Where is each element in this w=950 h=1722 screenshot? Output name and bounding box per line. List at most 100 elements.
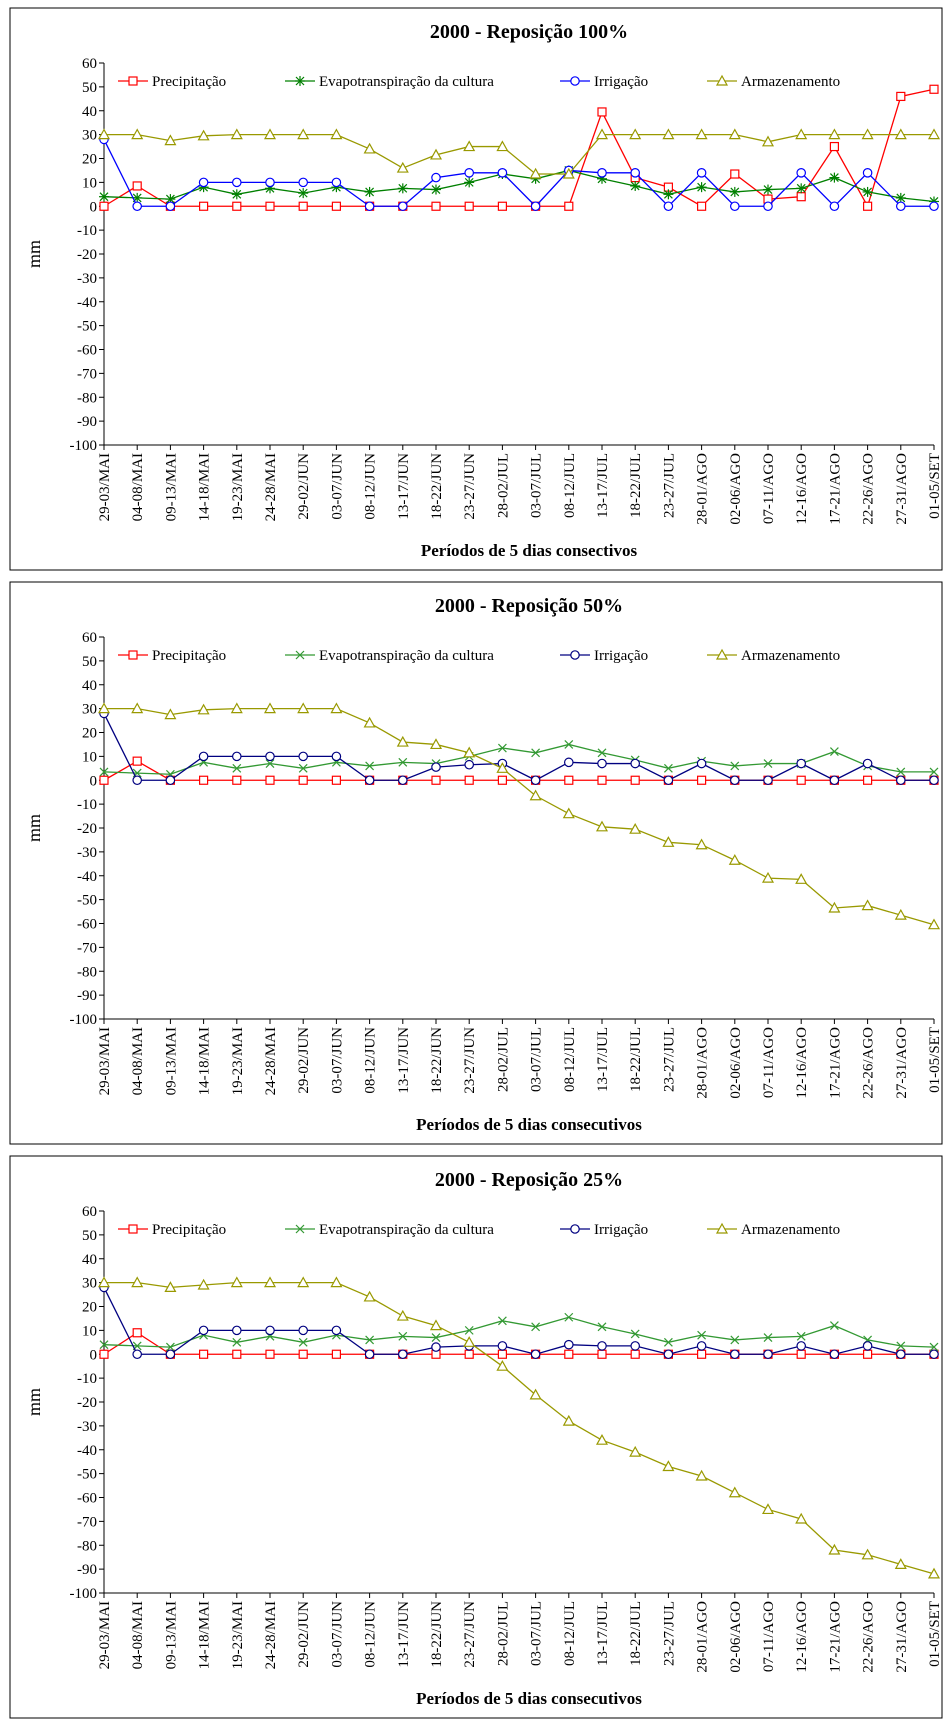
data-point <box>696 182 707 193</box>
data-point <box>199 1349 209 1359</box>
data-point <box>828 901 841 913</box>
marker-shape <box>263 702 277 714</box>
data-point <box>896 1341 906 1351</box>
marker-shape <box>929 201 939 212</box>
marker-shape <box>198 751 209 762</box>
marker-shape <box>630 1341 640 1351</box>
marker-shape <box>629 1445 642 1457</box>
marker-shape <box>829 1321 839 1331</box>
data-point <box>464 168 474 178</box>
data-point <box>298 1325 308 1336</box>
marker-shape <box>763 1333 773 1342</box>
data-point <box>662 128 675 140</box>
x-tick-label: 08-12/JUN <box>363 1027 379 1094</box>
marker-shape <box>564 201 574 211</box>
data-point <box>132 1328 142 1338</box>
data-point <box>331 1325 342 1336</box>
marker-shape <box>564 740 574 749</box>
marker-shape <box>265 775 275 785</box>
x-tick-label: 14-18/MAI <box>197 1027 213 1095</box>
data-point <box>263 702 277 714</box>
marker-shape <box>929 1349 939 1360</box>
marker-shape <box>99 201 109 211</box>
data-point <box>761 135 775 147</box>
marker-shape <box>695 838 708 850</box>
marker-shape <box>263 1276 277 1288</box>
marker-shape <box>298 201 308 211</box>
data-point <box>597 775 607 785</box>
data-point <box>829 201 840 212</box>
marker-shape <box>597 1322 607 1332</box>
data-point <box>265 759 275 768</box>
marker-shape <box>331 751 342 762</box>
marker-shape <box>896 91 906 102</box>
data-point <box>531 1322 541 1332</box>
marker-shape <box>464 759 474 770</box>
marker-shape <box>331 177 342 188</box>
data-point <box>894 1558 907 1569</box>
marker-shape <box>398 1331 408 1341</box>
x-tick-label: 03-07/JUL <box>529 453 545 518</box>
marker-shape <box>795 1512 808 1524</box>
marker-shape <box>562 167 575 179</box>
data-point <box>630 180 641 191</box>
data-point <box>564 1349 574 1359</box>
series-line <box>103 88 935 208</box>
data-point <box>497 743 507 753</box>
data-point <box>597 168 607 178</box>
series-line <box>103 169 935 203</box>
data-point <box>763 201 773 212</box>
marker-shape <box>696 168 707 178</box>
marker-shape <box>131 1276 144 1288</box>
x-tick-label: 28-02/JUL <box>495 453 511 518</box>
marker-shape <box>396 161 409 173</box>
x-tick-label: 23-27/JUL <box>661 453 677 518</box>
data-point <box>796 1331 806 1341</box>
data-point <box>165 1342 175 1352</box>
y-tick-label: 30 <box>82 1276 97 1292</box>
marker-shape <box>363 1290 376 1302</box>
data-point <box>796 192 806 202</box>
marker-shape <box>165 1349 176 1360</box>
marker-shape <box>796 1341 806 1351</box>
legend-marker <box>128 650 138 660</box>
data-point <box>265 751 275 762</box>
y-tick-label: -40 <box>77 295 97 311</box>
marker-shape <box>929 1342 939 1352</box>
chart-title: 2000 - Reposição 25% <box>435 1169 623 1191</box>
data-point <box>99 201 109 211</box>
legend-marker <box>295 76 305 86</box>
marker-shape <box>497 1349 507 1359</box>
y-tick-label: -10 <box>77 223 97 239</box>
x-tick-label: 18-22/JUN <box>429 1027 445 1094</box>
marker-shape <box>828 128 841 140</box>
y-tick-label: -90 <box>77 988 97 1004</box>
data-point <box>197 703 210 715</box>
marker-shape <box>99 775 109 785</box>
x-tick-label: 23-27/JUN <box>462 453 478 520</box>
y-tick-label: 30 <box>82 702 97 718</box>
x-tick-label: 18-22/JUL <box>628 1027 644 1092</box>
marker-shape <box>331 775 341 785</box>
data-point <box>330 1276 343 1288</box>
data-point <box>663 201 674 212</box>
data-point <box>529 789 542 801</box>
marker-shape <box>230 1276 243 1288</box>
marker-shape <box>330 1276 343 1288</box>
y-tick-label: -50 <box>77 1467 97 1483</box>
series-line <box>103 760 934 781</box>
x-tick-label: 27-31/AGO <box>894 1601 910 1673</box>
data-point <box>529 1388 542 1400</box>
marker-shape <box>232 1337 242 1347</box>
marker-shape <box>796 168 806 178</box>
marker-shape <box>497 775 507 785</box>
x-tick-label: 29-02/JUN <box>296 453 312 520</box>
y-axis-label: mm <box>24 1388 44 1416</box>
marker-shape <box>230 128 243 140</box>
data-point <box>597 1322 607 1332</box>
marker-shape <box>662 1460 675 1472</box>
marker-shape <box>198 1325 209 1336</box>
data-point <box>728 1486 741 1498</box>
data-point <box>99 775 109 785</box>
data-point <box>263 1276 277 1288</box>
